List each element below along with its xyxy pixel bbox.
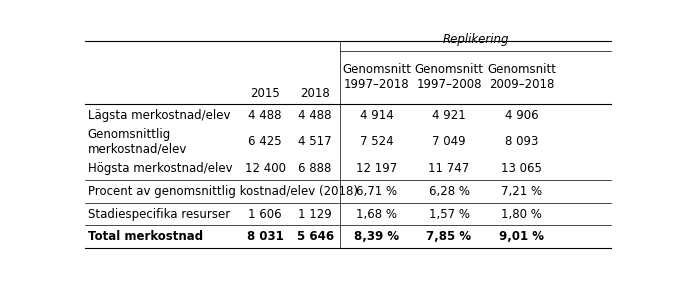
Text: 7 049: 7 049: [433, 135, 466, 148]
Text: 9,01 %: 9,01 %: [499, 230, 544, 243]
Text: 4 488: 4 488: [249, 109, 282, 122]
Text: 4 906: 4 906: [504, 109, 538, 122]
Text: 5 646: 5 646: [297, 230, 333, 243]
Text: 8 093: 8 093: [505, 135, 538, 148]
Text: 8,39 %: 8,39 %: [354, 230, 399, 243]
Text: 2015: 2015: [251, 87, 280, 100]
Text: 6,71 %: 6,71 %: [356, 185, 397, 198]
Text: Stadiespecifika resurser: Stadiespecifika resurser: [88, 208, 230, 220]
Text: 7 524: 7 524: [360, 135, 393, 148]
Text: 6 888: 6 888: [298, 162, 332, 175]
Text: Genomsnitt
2009–2018: Genomsnitt 2009–2018: [487, 63, 556, 91]
Text: 11 747: 11 747: [428, 162, 470, 175]
Text: 1 129: 1 129: [298, 208, 332, 220]
Text: Högsta merkostnad/elev: Högsta merkostnad/elev: [88, 162, 232, 175]
Text: Genomsnittlig
merkostnad/elev: Genomsnittlig merkostnad/elev: [88, 128, 187, 156]
Text: Procent av genomsnittlig kostnad/elev (2018): Procent av genomsnittlig kostnad/elev (2…: [88, 185, 358, 198]
Text: Lägsta merkostnad/elev: Lägsta merkostnad/elev: [88, 109, 230, 122]
Text: 4 921: 4 921: [432, 109, 466, 122]
Text: 4 517: 4 517: [298, 135, 332, 148]
Text: 1 606: 1 606: [249, 208, 282, 220]
Text: 12 400: 12 400: [244, 162, 286, 175]
Text: 7,85 %: 7,85 %: [426, 230, 472, 243]
Text: Genomsnitt
1997–2018: Genomsnitt 1997–2018: [342, 63, 411, 91]
Text: 1,80 %: 1,80 %: [501, 208, 542, 220]
Text: 1,68 %: 1,68 %: [356, 208, 397, 220]
Text: 12 197: 12 197: [356, 162, 397, 175]
Text: 13 065: 13 065: [501, 162, 542, 175]
Text: Replikering: Replikering: [442, 33, 509, 46]
Text: 4 488: 4 488: [298, 109, 332, 122]
Text: 6,28 %: 6,28 %: [428, 185, 469, 198]
Text: Genomsnitt
1997–2008: Genomsnitt 1997–2008: [414, 63, 483, 91]
Text: 6 425: 6 425: [249, 135, 282, 148]
Text: Total merkostnad: Total merkostnad: [88, 230, 202, 243]
Text: 2018: 2018: [300, 87, 330, 100]
Text: 7,21 %: 7,21 %: [501, 185, 543, 198]
Text: 1,57 %: 1,57 %: [428, 208, 469, 220]
Text: 8 031: 8 031: [246, 230, 283, 243]
Text: 4 914: 4 914: [359, 109, 393, 122]
